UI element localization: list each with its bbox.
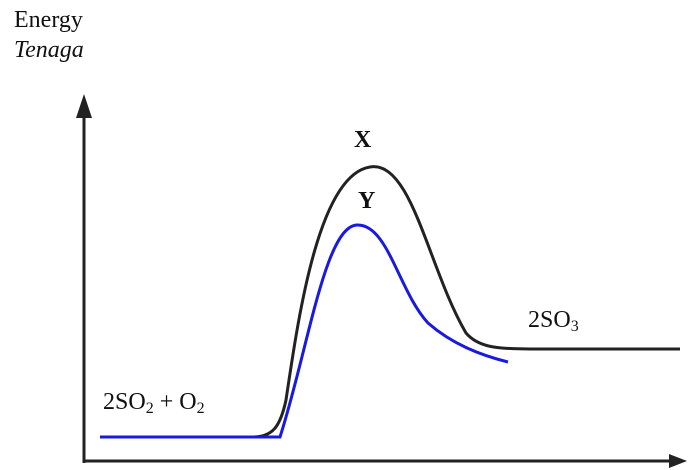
reactant-formula-subscript-1: 2: [145, 400, 154, 417]
product-label: 2SO3: [528, 307, 579, 335]
curve-x-label: X: [354, 127, 372, 153]
curve-y-label: Y: [358, 188, 376, 214]
energy-axis-arrowhead: [76, 94, 92, 118]
product-formula-subscript: 3: [570, 318, 579, 335]
reactant-formula-subscript-2: 2: [196, 400, 205, 417]
curve-y-catalysed: [100, 223, 509, 439]
curve-x-uncatalysed: [100, 165, 680, 439]
energy-axis-label-english: Energy: [14, 7, 83, 33]
reaction-path-axis-arrowhead: [669, 454, 687, 468]
reactant-label: 2SO2 + O2: [103, 389, 205, 417]
product-formula-base: 2SO: [528, 307, 571, 333]
reactant-formula-plus: + O: [153, 389, 197, 415]
energy-axis-label-malay: Tenaga: [14, 37, 84, 63]
reactant-formula-base-1: 2SO: [103, 389, 146, 415]
